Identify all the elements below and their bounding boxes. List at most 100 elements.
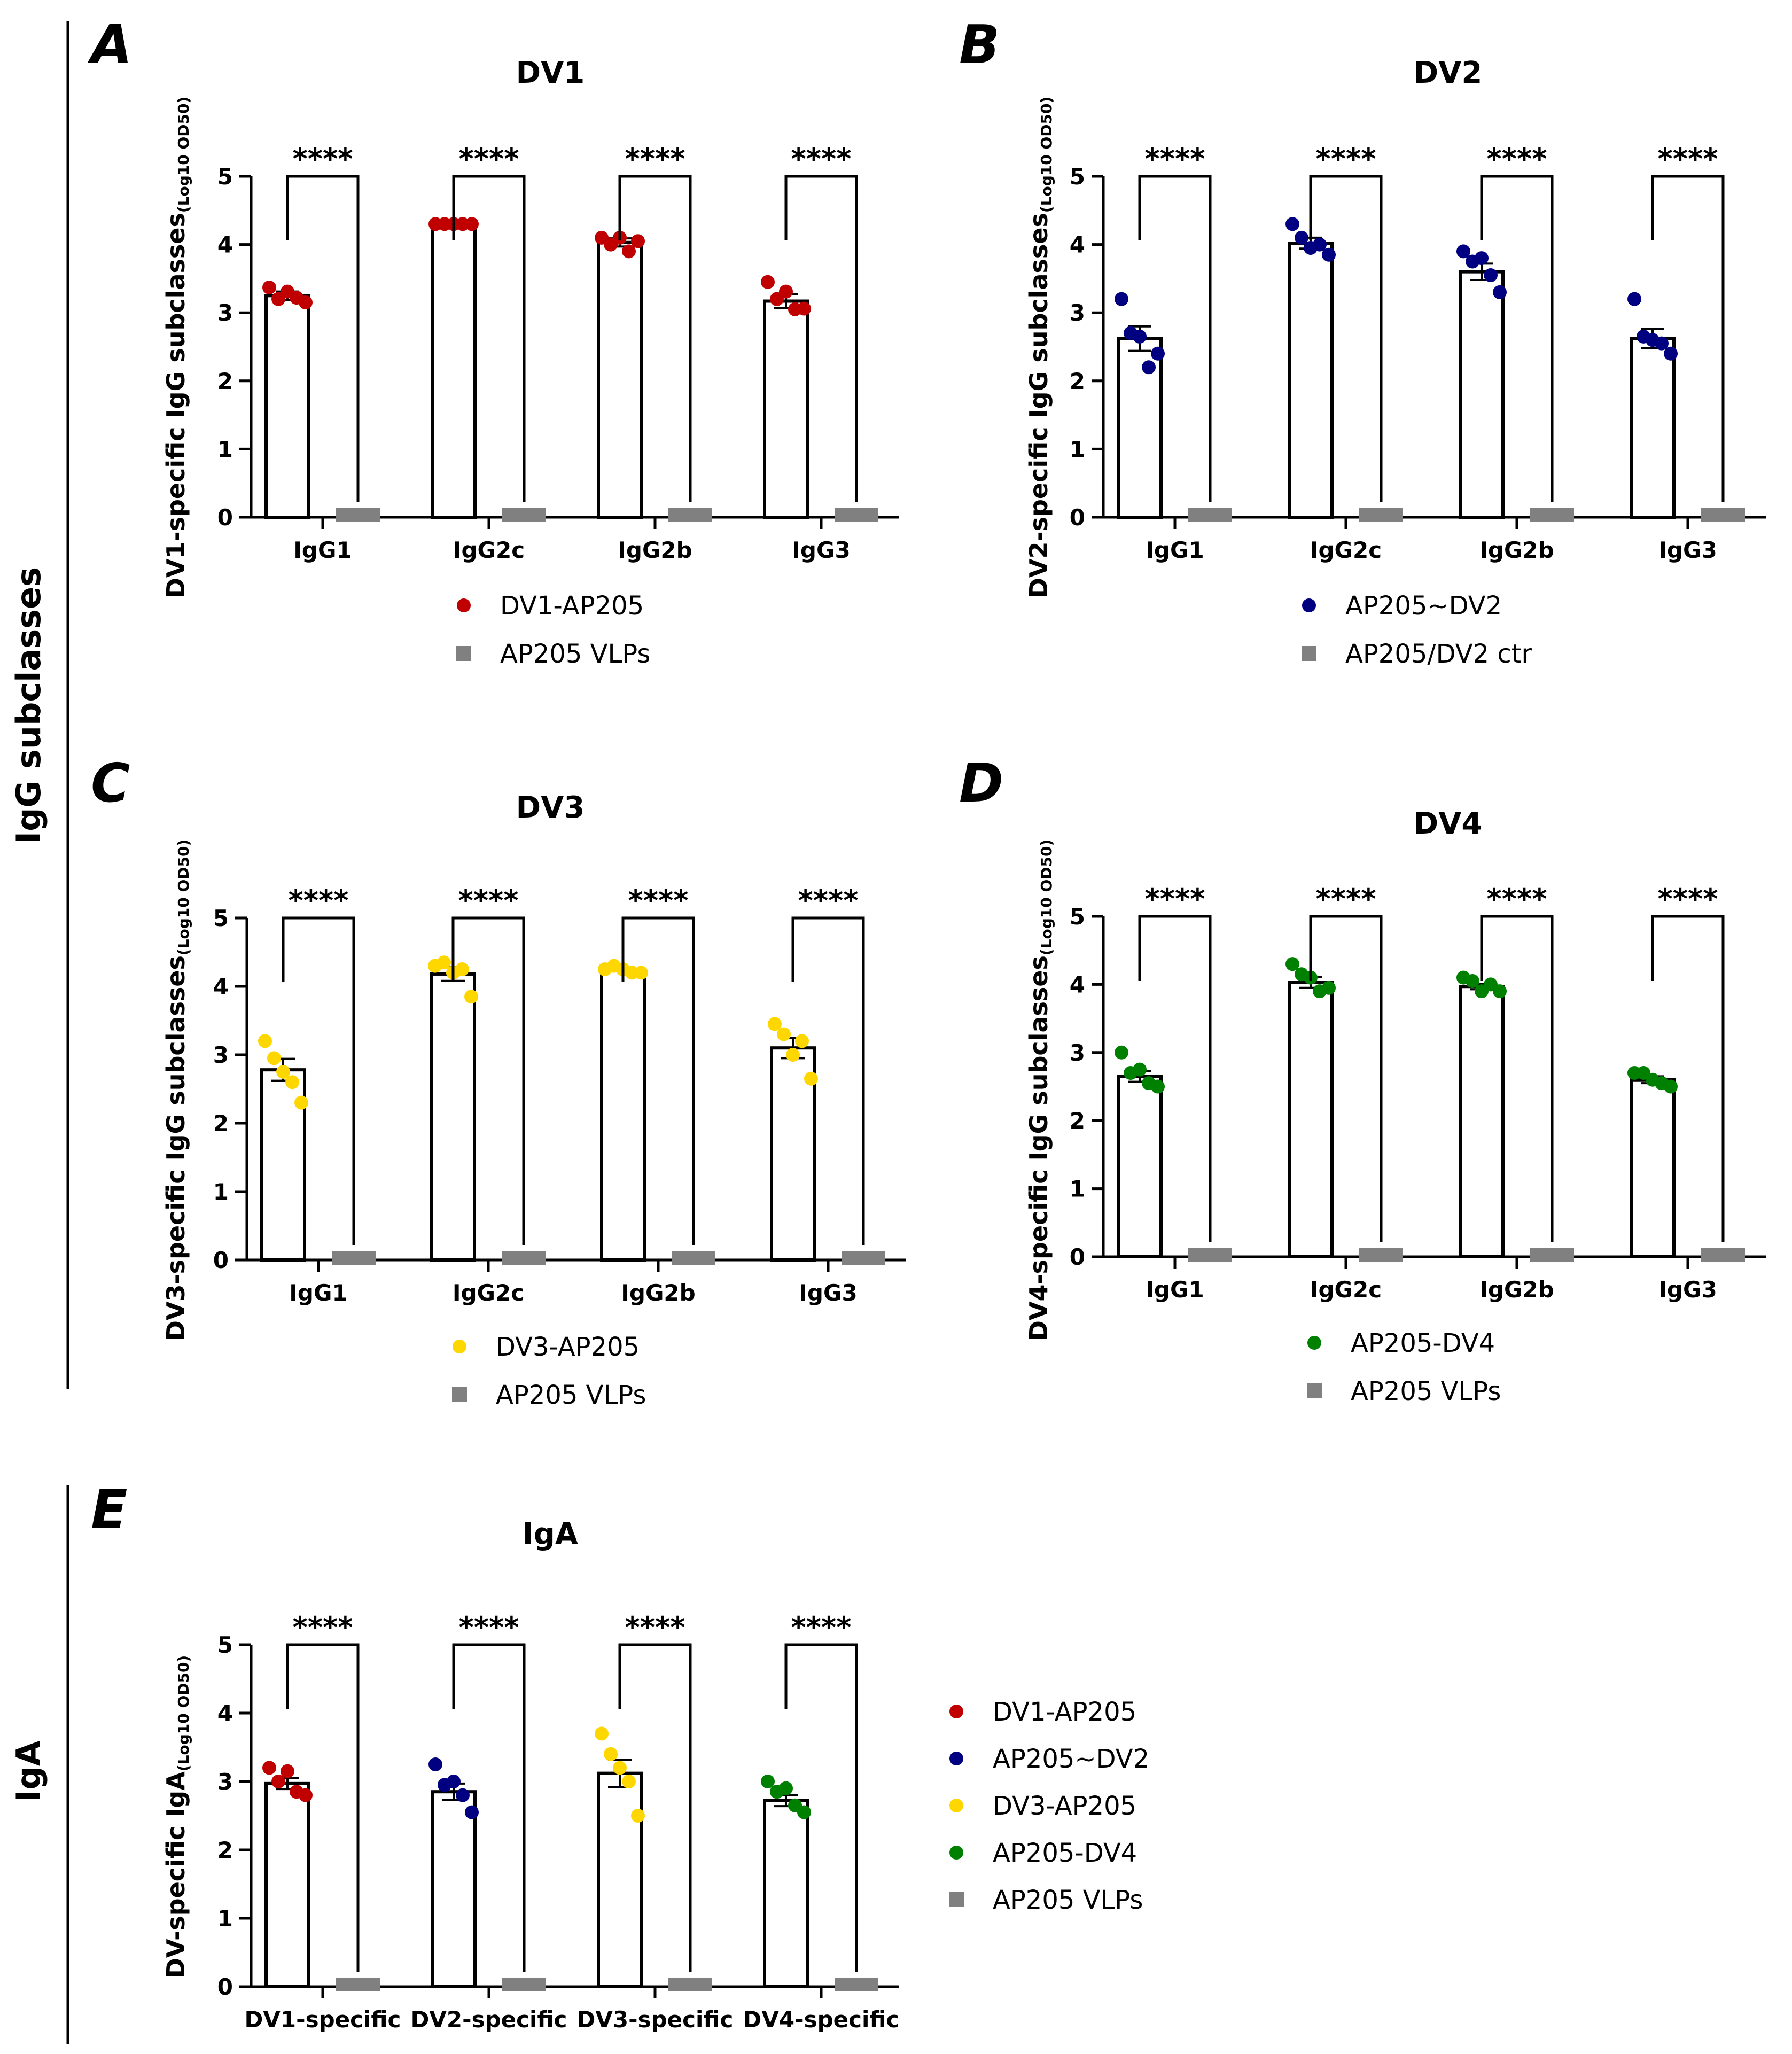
significance-bracket [286,175,360,502]
y-tick-label: 1 [217,1905,233,1932]
data-point [761,275,775,289]
data-point [1484,268,1498,283]
legend-label: AP205 VLPs [993,1885,1143,1915]
chart-title: DV2 [1414,56,1483,90]
bar-control [1188,508,1232,522]
y-tick-label: 5 [213,905,229,931]
x-tick-label: IgG2b [1479,1277,1554,1303]
data-point [631,1809,645,1823]
y-axis-label: DV3-specific IgG subclasses(Log10 OD50) [161,839,192,1341]
bar-control [672,1251,715,1265]
data-point [1655,336,1669,351]
data-point [276,1065,290,1079]
panel-D: D DV4 DV4-specific IgG subclasses(Log10 OD… [959,752,1766,1406]
bar-dv-specific-group [431,1790,477,1988]
x-tick-label: IgG2b [1479,537,1554,563]
significance-marker: **** [1145,882,1205,916]
data-point [465,1805,479,1819]
significance-marker: **** [1658,882,1718,916]
significance-marker: **** [798,884,859,917]
data-point [464,990,478,1004]
bar-ap205-dv4 [1117,1075,1163,1258]
data-point [1151,346,1165,361]
bar-control [842,1251,885,1265]
data-point [299,295,313,310]
panel-letter: A [87,13,132,76]
y-tick-label: 3 [213,1042,229,1068]
data-point [262,280,276,294]
data-point [1285,957,1299,971]
bar-dv1-ap205 [431,222,477,519]
bar-dv-specific-group [763,1799,809,1989]
x-tick-label: IgG1 [289,1280,347,1306]
data-point [777,1027,791,1041]
legend-label: DV3-AP205 [496,1332,640,1362]
section-label-igg: IgG subclasses [9,567,48,844]
y-tick-label: 1 [217,436,233,462]
x-tick-label: IgG1 [293,537,352,563]
bar-control [668,508,712,522]
data-point [797,1805,811,1819]
significance-bracket [1651,175,1725,502]
data-point [1142,360,1156,375]
x-tick-label: IgG2c [1310,537,1382,563]
y-tick-label: 3 [1070,1040,1085,1066]
y-tick-label: 4 [213,974,229,1000]
data-point [428,1757,442,1771]
y-tick-label: 2 [1070,1108,1085,1134]
data-point [761,1775,775,1788]
data-point [267,1051,281,1065]
legend-marker [456,646,471,661]
significance-marker: **** [458,884,519,917]
significance-marker: **** [791,1610,852,1644]
y-tick-label: 5 [1070,164,1085,190]
data-point [1493,285,1507,299]
legend-label: DV1-AP205 [993,1697,1136,1727]
y-axis-label: DV2-specific IgG subclasses(Log10 OD50) [1024,97,1055,598]
panel-C: C DV3 DV3-specific IgG subclasses(Log10 OD… [91,752,906,1410]
significance-bracket [621,916,695,1245]
chart-title: IgA [523,1517,579,1552]
bar-control [835,1978,878,1991]
x-tick-label: IgG3 [1658,537,1717,563]
significance-bracket [286,1643,360,1972]
bar-control [336,1978,380,1991]
y-tick-label: 0 [1070,504,1085,531]
x-tick-label: IgG3 [1658,1277,1717,1303]
y-tick-label: 3 [1070,300,1085,326]
data-point [779,284,793,299]
y-tick-label: 0 [217,1974,233,2000]
significance-bracket [452,1643,526,1972]
chart-title: DV4 [1414,806,1483,841]
y-tick-label: 4 [1070,971,1085,998]
significance-marker: **** [459,1610,519,1644]
bar-dv1-ap205 [763,299,809,519]
y-tick-label: 5 [1070,904,1085,930]
significance-marker: **** [459,142,519,176]
bar-control [1188,1248,1232,1262]
legend-label: AP205/DV2 ctr [1345,639,1532,669]
panel-letter: B [959,13,1000,76]
legend-label: AP205 VLPs [496,1380,646,1410]
bar-ap205-dv4 [1630,1078,1676,1258]
x-tick-label: DV2-specific [411,2006,567,2033]
bar-control [1359,508,1403,522]
bar-ap205-dv4 [1288,981,1334,1258]
data-point [294,1095,308,1110]
legend-marker [949,1705,963,1718]
bar-control [332,1251,376,1265]
bar-control [1701,508,1745,522]
significance-bracket [618,1643,692,1972]
bar-control [668,1978,712,1991]
data-point [786,1048,800,1062]
bar-dv3-ap205 [430,972,476,1262]
x-tick-label: IgG2b [618,537,692,563]
data-point [1295,230,1308,245]
data-point [258,1034,272,1048]
legend-label: AP205-DV4 [1351,1328,1495,1358]
significance-bracket [1138,915,1212,1242]
significance-marker: **** [1316,142,1376,176]
y-tick-label: 2 [213,1110,229,1137]
legend-marker [453,1340,466,1353]
significance-marker: **** [1658,142,1718,176]
